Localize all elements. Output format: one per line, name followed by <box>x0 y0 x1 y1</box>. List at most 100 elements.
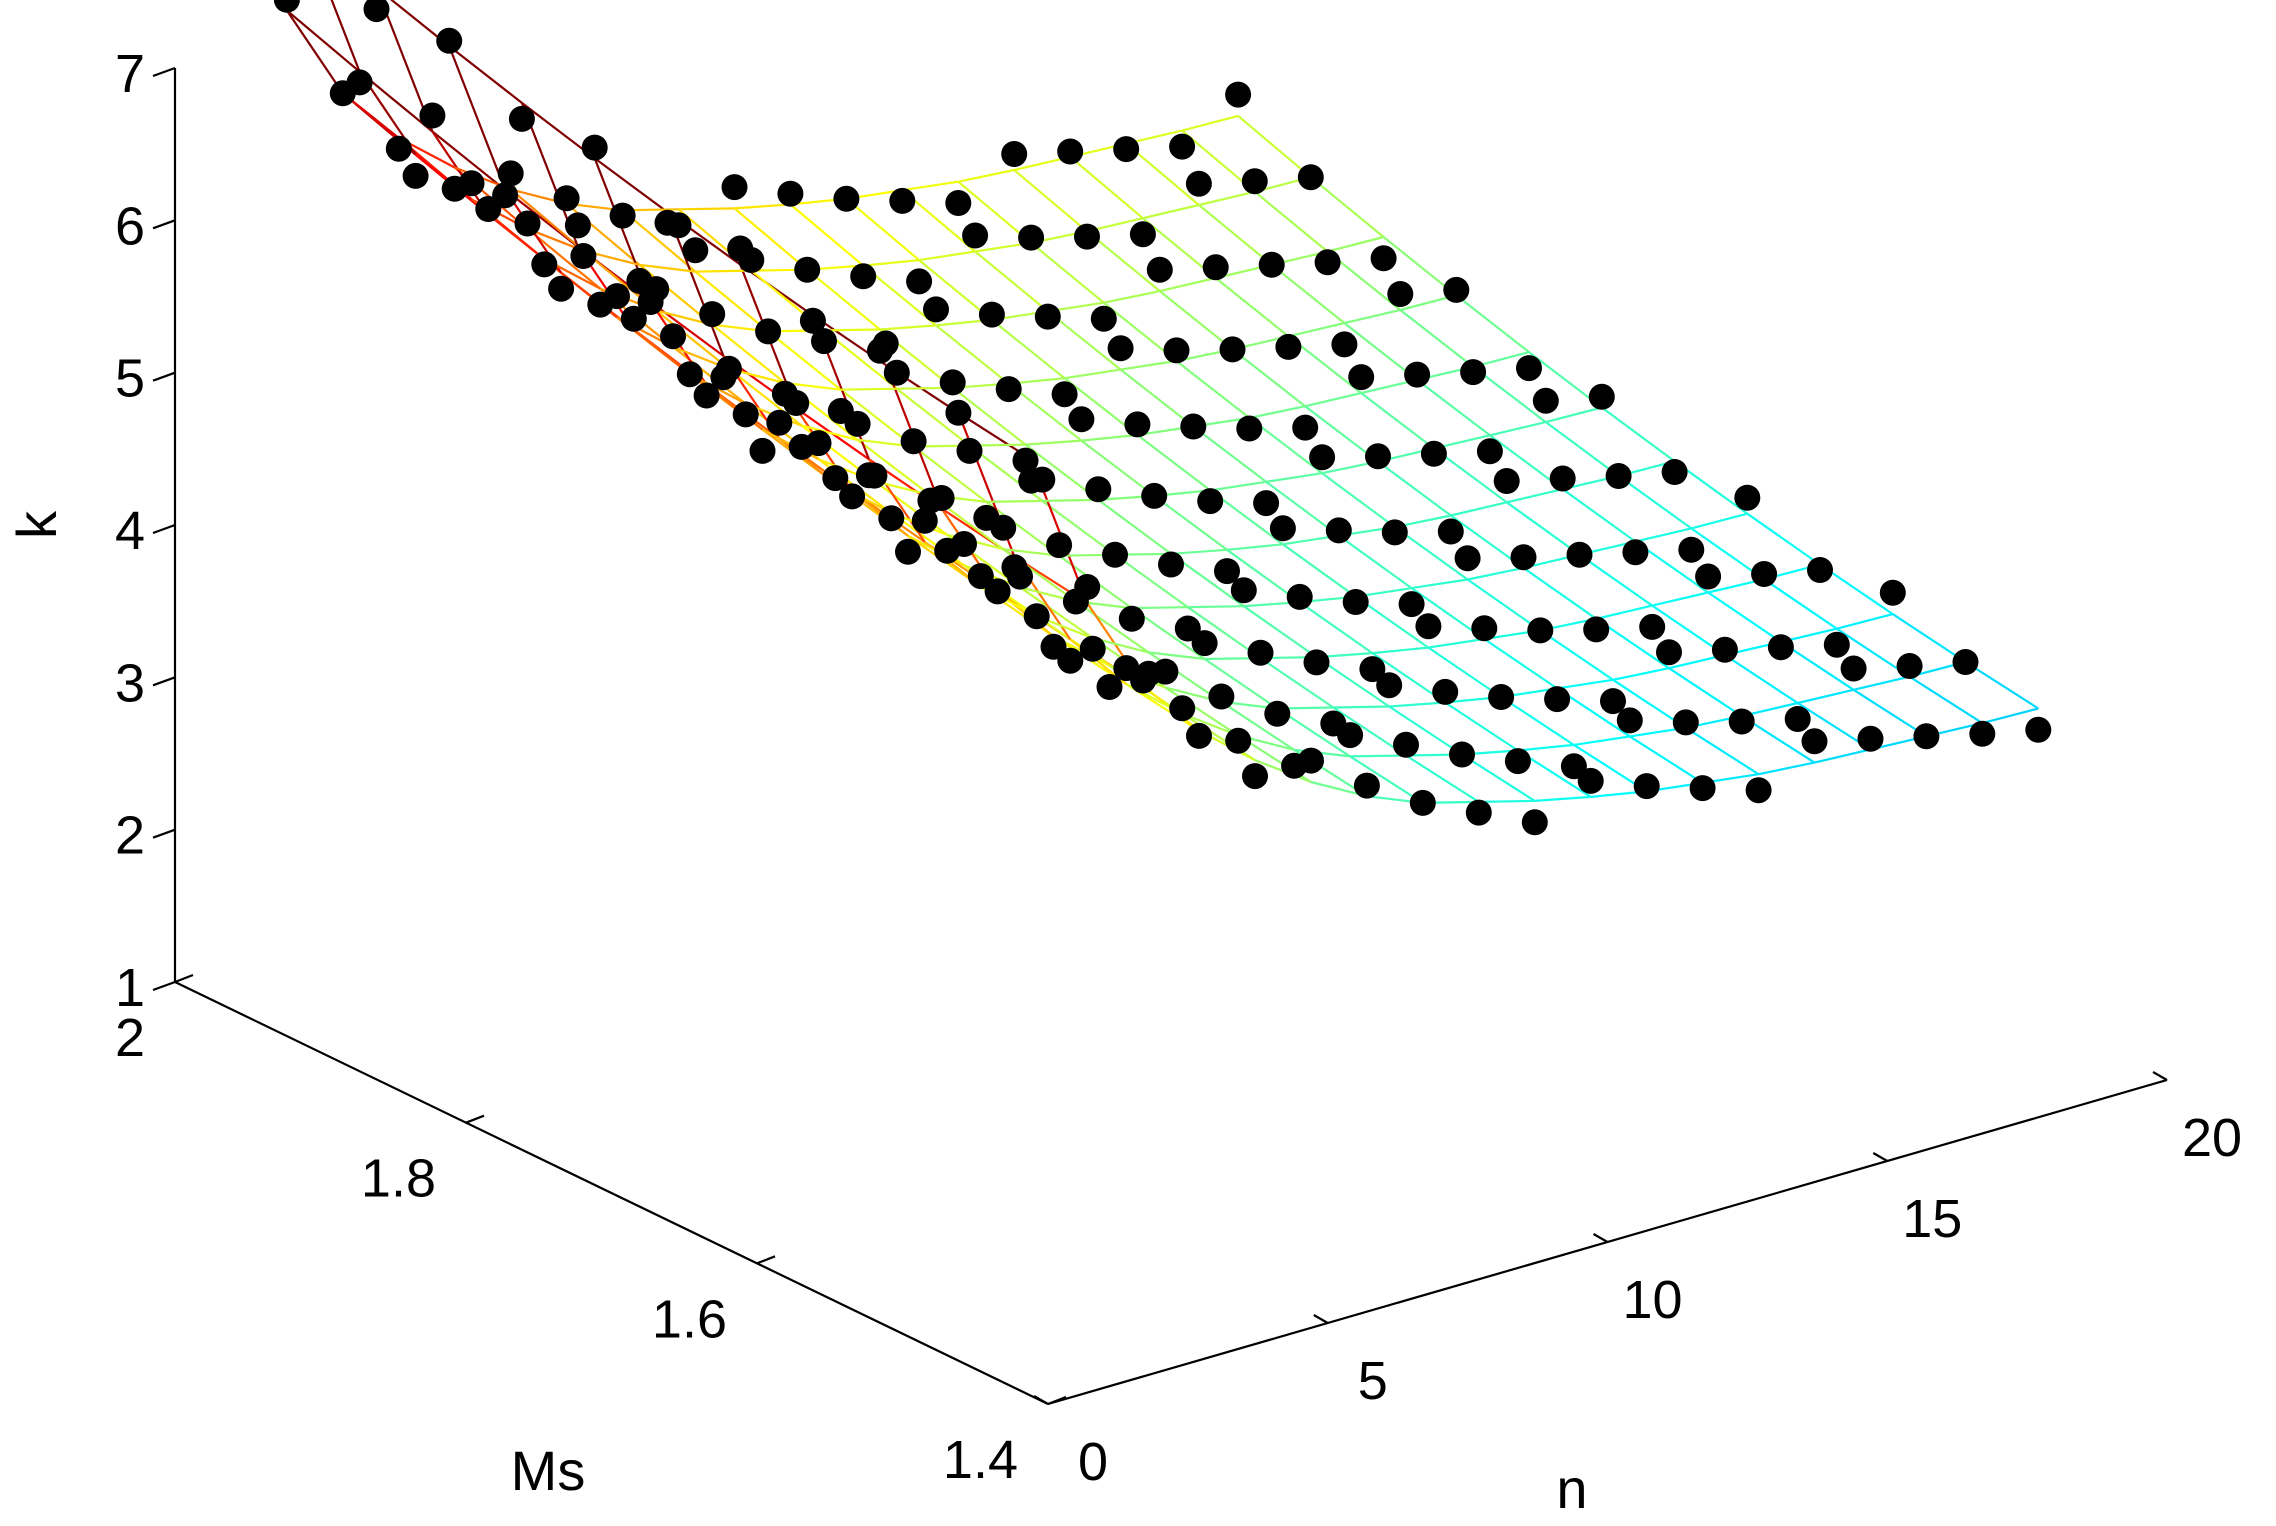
data-point <box>1801 728 1828 755</box>
data-point <box>883 359 910 386</box>
data-point <box>553 185 580 212</box>
k-tick-mark <box>152 828 176 839</box>
mesh-line-n <box>896 387 971 447</box>
data-point <box>788 433 815 460</box>
n-tick-mark <box>1592 1233 1609 1243</box>
data-point <box>1001 141 1028 167</box>
data-point <box>1896 653 1923 679</box>
mesh-line-ms <box>1003 548 1060 557</box>
data-point <box>1297 164 1324 191</box>
data-point <box>1432 678 1459 705</box>
data-point <box>1695 563 1722 590</box>
mesh-line-ms <box>1651 591 1709 607</box>
mesh-line-ms <box>1836 613 1894 630</box>
mesh-line-ms <box>879 324 937 331</box>
data-point <box>1566 541 1593 568</box>
n-tick-label: 20 <box>2182 1108 2242 1168</box>
data-point <box>1521 809 1548 836</box>
mesh-line-n <box>1500 696 1575 746</box>
data-point <box>665 212 692 239</box>
data-point <box>906 268 933 295</box>
mesh-line-ms <box>1327 235 1384 253</box>
mesh-line-ms <box>1517 743 1575 752</box>
data-point <box>978 301 1005 328</box>
ms-tick-mark <box>756 1255 776 1265</box>
data-point <box>1672 709 1699 736</box>
data-point <box>1185 170 1212 197</box>
k-tick-mark <box>152 66 176 78</box>
mesh-line-ms <box>1545 406 1603 424</box>
n-tick-label: 10 <box>1622 1270 1682 1330</box>
data-point <box>1348 364 1375 391</box>
ms-tick-mark <box>174 973 194 984</box>
data-point <box>1689 775 1716 802</box>
mesh-line-n <box>1455 294 1530 353</box>
mesh-line-n <box>1416 379 1491 437</box>
mesh-line-ms <box>1534 795 1591 802</box>
k-tick-mark <box>152 219 176 230</box>
mesh-line-n <box>286 9 361 73</box>
data-point <box>1409 789 1436 816</box>
data-point <box>475 196 502 222</box>
data-point <box>363 0 390 23</box>
data-point <box>1471 615 1498 642</box>
data-point <box>945 190 972 216</box>
mesh-line-n <box>1080 439 1155 497</box>
mesh-line-n <box>1041 500 1116 556</box>
data-point <box>1191 630 1218 657</box>
data-point <box>531 251 558 278</box>
mesh-line-ms <box>1389 701 1446 708</box>
data-point <box>1180 413 1207 440</box>
data-point <box>1320 710 1347 737</box>
mesh-line-ms <box>1142 203 1200 220</box>
data-point <box>508 105 535 132</box>
data-point <box>1342 589 1369 615</box>
mesh-line-ms <box>1226 543 1284 551</box>
data-point <box>1381 519 1408 546</box>
data-point <box>1141 482 1168 509</box>
data-point <box>1242 763 1268 790</box>
data-point <box>1309 444 1336 471</box>
data-point <box>1107 335 1134 362</box>
data-point <box>1163 337 1190 364</box>
mesh-line-n <box>1763 578 1838 630</box>
data-point <box>1169 133 1196 160</box>
mesh-line-n <box>1282 543 1357 598</box>
data-point <box>1241 168 1268 195</box>
k-tick-mark <box>152 980 176 992</box>
mesh-line-n <box>1237 115 1312 179</box>
mesh-line-n <box>974 250 1049 313</box>
data-point <box>441 175 468 202</box>
data-point <box>1275 333 1302 360</box>
mesh-line-n <box>1136 434 1211 492</box>
data-point <box>436 27 463 54</box>
mesh-line-ms <box>1612 667 1670 681</box>
mesh-line-n <box>1075 600 1150 654</box>
data-point <box>1549 465 1576 492</box>
data-point <box>385 135 412 162</box>
mesh-line-ms <box>1573 735 1630 746</box>
data-point <box>1560 753 1587 780</box>
mesh-line-n <box>1506 501 1581 556</box>
mesh-line-n <box>694 270 769 333</box>
data-point <box>1247 639 1274 666</box>
mesh-line-ms <box>330 0 361 73</box>
data-point <box>1516 355 1542 382</box>
mesh-line-ms <box>1131 606 1188 610</box>
k-tick-mark <box>152 371 176 382</box>
data-point <box>1018 224 1045 251</box>
mesh-line-n <box>1539 629 1614 681</box>
data-point <box>1264 700 1291 727</box>
mesh-line-n <box>845 197 920 261</box>
k-tick-label: 1 <box>115 958 145 1018</box>
data-point <box>620 305 647 332</box>
ms-tick-mark <box>1047 1395 1067 1406</box>
mesh-line-n <box>991 319 1066 380</box>
data-point <box>861 462 888 489</box>
data-point <box>777 180 804 207</box>
n-tick-mark <box>1033 1395 1049 1405</box>
mesh-line-n <box>952 386 1027 446</box>
mesh-line-ms <box>902 180 959 192</box>
data-point <box>660 323 686 350</box>
data-point <box>1460 359 1487 386</box>
